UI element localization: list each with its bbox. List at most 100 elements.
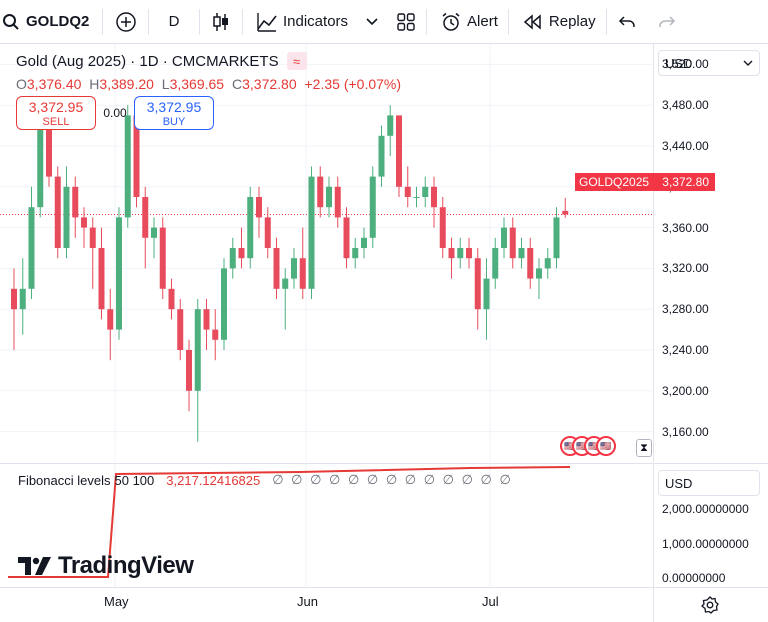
candle[interactable] <box>501 217 507 259</box>
candle[interactable] <box>273 237 280 299</box>
search-icon <box>3 13 19 30</box>
sell-button[interactable]: 3,372.95 SELL <box>16 96 96 130</box>
candle[interactable] <box>28 186 35 299</box>
chart-type-button[interactable] <box>200 0 242 44</box>
price-tag-symbol: GOLDQ2025 <box>579 175 650 189</box>
compare-button[interactable] <box>103 0 148 44</box>
candle[interactable] <box>238 227 245 269</box>
candle[interactable] <box>212 309 219 361</box>
indicator-pane[interactable]: Fibonacci levels 50 100 3,217.12416825 ∅… <box>0 463 653 588</box>
candle[interactable] <box>396 115 402 197</box>
candle[interactable] <box>63 166 70 259</box>
candle[interactable] <box>457 237 464 269</box>
candle[interactable] <box>536 258 542 299</box>
candle[interactable] <box>483 258 490 340</box>
candle[interactable] <box>562 197 569 218</box>
candle[interactable] <box>474 248 481 330</box>
fib-legend[interactable]: Fibonacci levels 50 100 3,217.12416825 ∅… <box>18 472 513 488</box>
candle[interactable] <box>194 299 201 442</box>
candle[interactable] <box>151 217 157 259</box>
candle[interactable] <box>221 258 227 350</box>
currency-select[interactable]: USD <box>658 50 760 76</box>
candle[interactable] <box>229 237 236 279</box>
candle-body <box>361 237 367 248</box>
us-flag-icon[interactable]: 🇺🇸 <box>596 436 616 456</box>
candle[interactable] <box>544 248 551 279</box>
candle[interactable] <box>159 217 166 299</box>
candle[interactable] <box>361 227 367 259</box>
candle[interactable] <box>387 105 394 157</box>
candle[interactable] <box>343 207 350 269</box>
candle[interactable] <box>404 166 411 208</box>
candle[interactable] <box>439 197 446 259</box>
candle[interactable] <box>422 176 429 208</box>
interval-button[interactable]: D <box>149 0 199 44</box>
candle[interactable] <box>553 207 560 269</box>
undo-button[interactable] <box>607 0 647 44</box>
candle[interactable] <box>282 268 289 330</box>
indicators-button[interactable]: Indicators <box>243 0 358 44</box>
redo-button[interactable] <box>647 0 687 44</box>
indicator-scale[interactable]: USD 2,000.00000000 1,000.00000000 0.0000… <box>653 463 768 587</box>
candle[interactable] <box>186 339 192 412</box>
open-key: O <box>16 76 27 92</box>
brand-name: TradingView <box>58 552 194 579</box>
indicators-dropdown[interactable] <box>358 0 386 44</box>
settings-gear-icon[interactable] <box>701 596 719 614</box>
candle[interactable] <box>431 176 437 228</box>
tradingview-logo[interactable]: TradingView <box>18 552 194 580</box>
candle[interactable] <box>518 237 525 269</box>
candle[interactable] <box>369 166 376 248</box>
alert-button[interactable]: Alert <box>427 0 508 44</box>
wave-icon[interactable]: ≈ <box>286 52 307 70</box>
candle[interactable] <box>107 288 114 361</box>
events-markers[interactable]: 🇺🇸 🇺🇸 🇺🇸 🇺🇸 <box>560 436 616 458</box>
price-scale[interactable]: USD 3,520.003,480.003,440.003,400.003,36… <box>653 44 768 462</box>
candle[interactable] <box>19 258 26 335</box>
candle-body <box>37 125 44 208</box>
candle[interactable] <box>466 237 472 269</box>
time-axis[interactable]: May Jun Jul <box>0 587 653 622</box>
candle[interactable] <box>116 207 122 340</box>
candle[interactable] <box>142 186 149 269</box>
symbol-search[interactable]: GOLDQ2 <box>0 0 102 44</box>
candle-body <box>212 329 219 340</box>
candle[interactable] <box>256 186 262 238</box>
candle[interactable] <box>492 237 499 289</box>
layouts-button[interactable] <box>386 0 426 44</box>
candle[interactable] <box>378 125 385 187</box>
hourglass-icon[interactable]: ⧗ <box>636 439 652 457</box>
candle[interactable] <box>334 176 341 228</box>
candle[interactable] <box>413 186 420 208</box>
candle[interactable] <box>509 217 516 269</box>
main-chart-pane[interactable]: Gold (Aug 2025) · 1D · CMCMARKETS ≈ O 3,3… <box>0 44 653 462</box>
candlestick-chart[interactable] <box>0 44 653 462</box>
candle[interactable] <box>448 237 455 279</box>
indicator-currency[interactable]: USD <box>658 470 760 496</box>
candle[interactable] <box>98 227 105 320</box>
candle[interactable] <box>168 278 175 320</box>
candle[interactable] <box>308 166 315 299</box>
candle[interactable] <box>352 237 359 269</box>
buy-button[interactable]: 3,372.95 BUY <box>134 96 214 130</box>
candle[interactable] <box>124 105 131 228</box>
candle[interactable] <box>11 268 17 350</box>
candle[interactable] <box>203 299 210 350</box>
candle[interactable] <box>81 207 87 248</box>
candle[interactable] <box>247 186 254 269</box>
candle[interactable] <box>37 115 44 218</box>
candle[interactable] <box>89 217 96 289</box>
candle[interactable] <box>326 176 332 218</box>
chart-title[interactable]: Gold (Aug 2025) · 1D · CMCMARKETS <box>16 52 279 70</box>
candle[interactable] <box>299 227 306 299</box>
candle[interactable] <box>317 166 324 218</box>
candle-body <box>562 210 569 215</box>
candle[interactable] <box>264 207 271 259</box>
candle[interactable] <box>177 299 184 361</box>
ind-tick-label: 0.00000000 <box>662 571 726 585</box>
candle[interactable] <box>54 166 61 259</box>
candle[interactable] <box>527 237 534 289</box>
candle[interactable] <box>291 248 297 289</box>
candle[interactable] <box>72 176 79 238</box>
replay-button[interactable]: Replay <box>509 0 606 44</box>
